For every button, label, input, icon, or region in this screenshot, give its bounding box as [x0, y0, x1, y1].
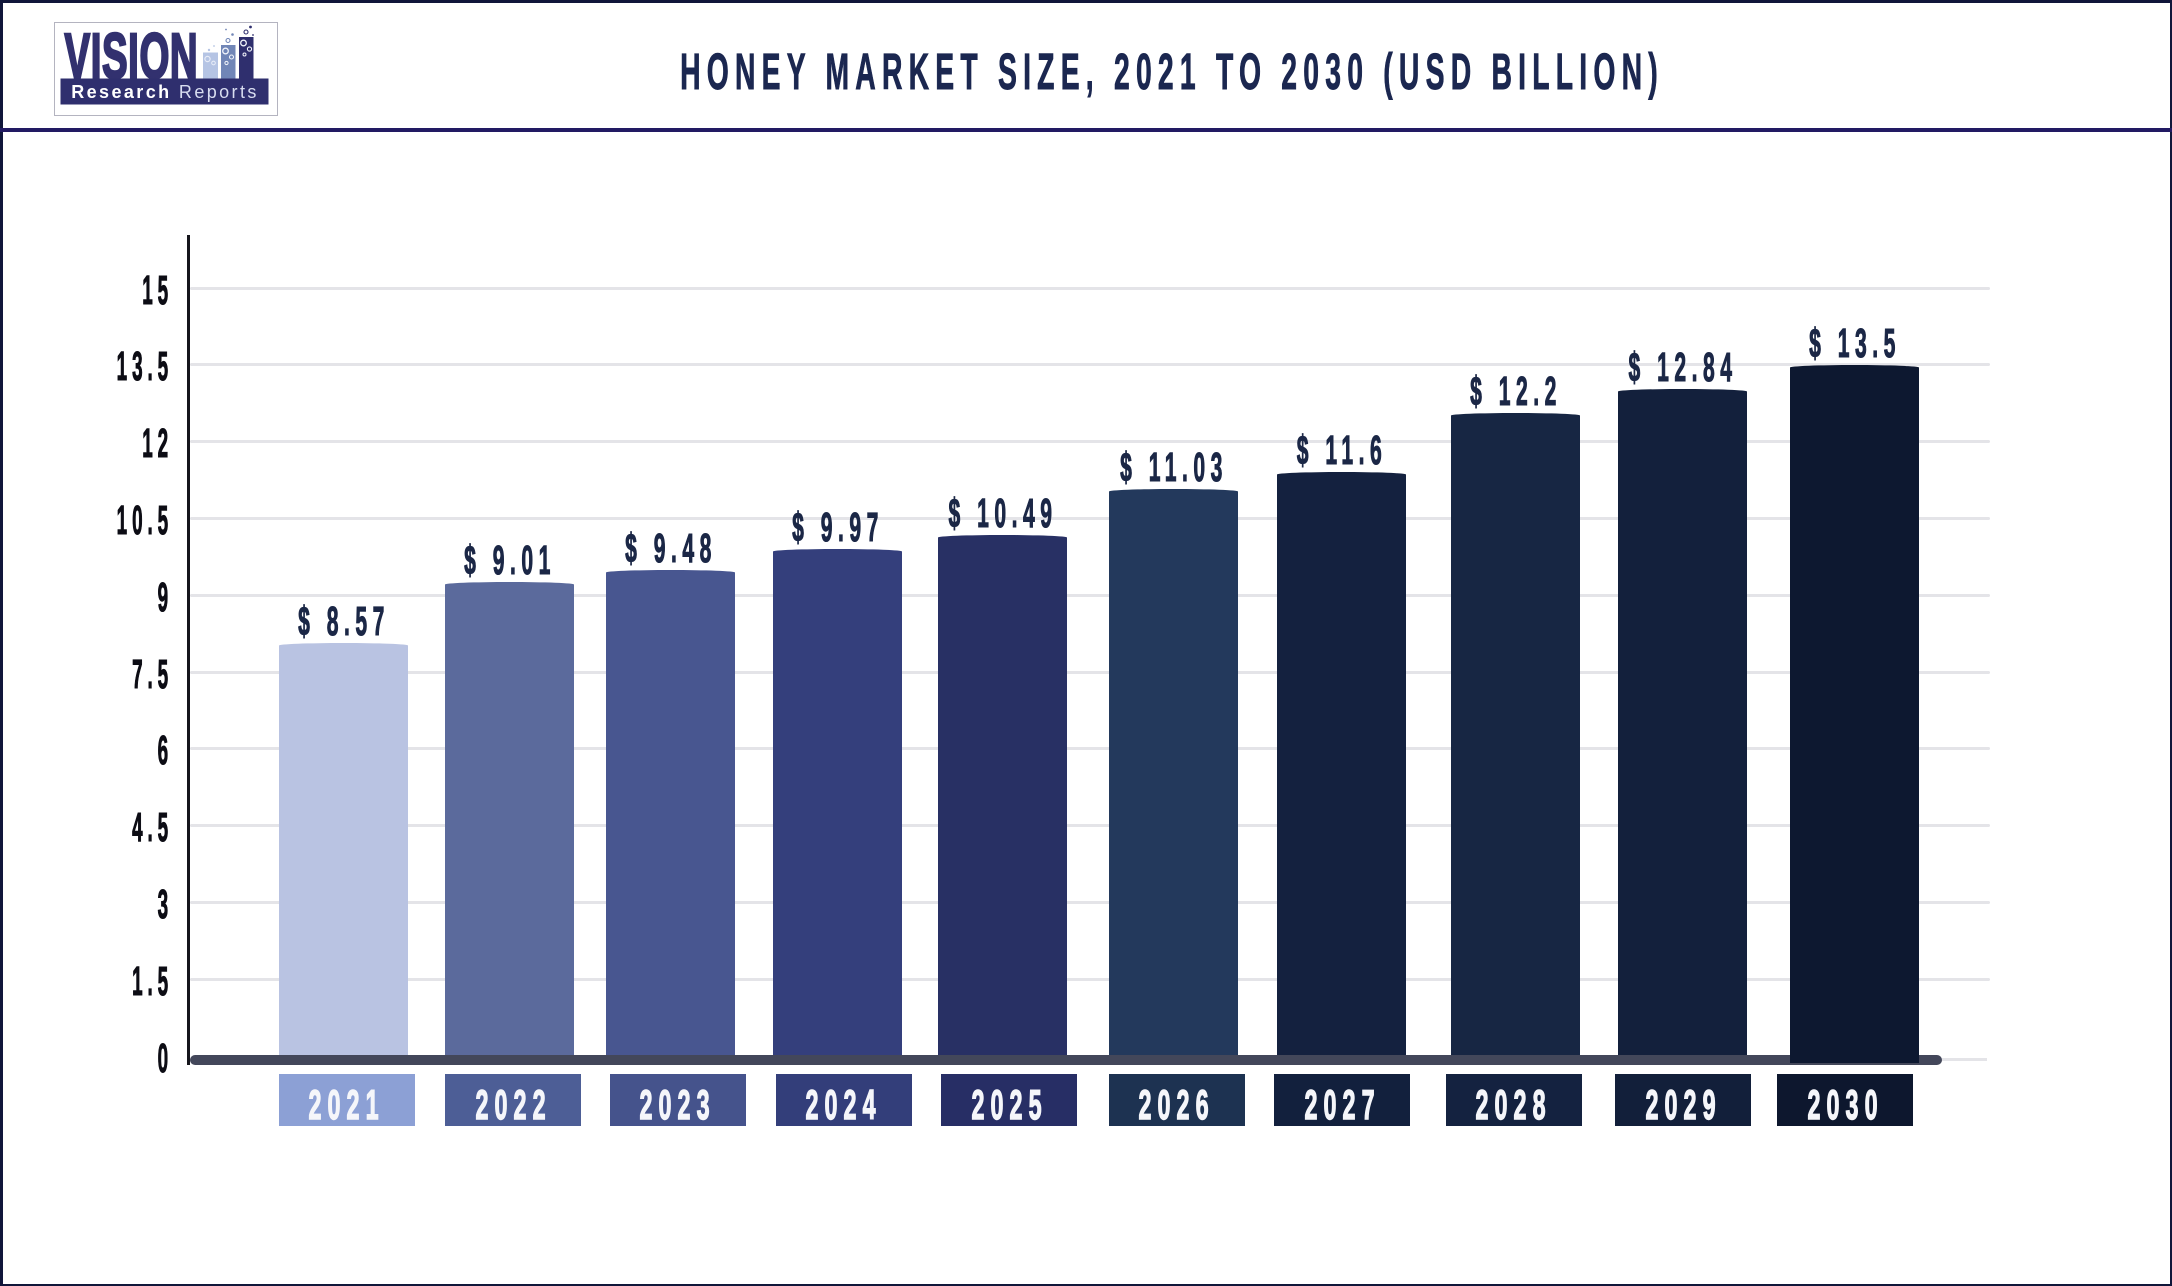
svg-text:Research Reports: Research Reports: [71, 82, 259, 102]
